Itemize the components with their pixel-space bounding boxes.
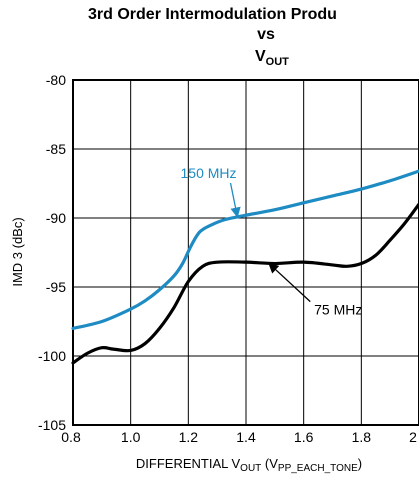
x-tick-label: 1.4 [236, 429, 256, 445]
chart-title-line3-sub: OUT [266, 56, 290, 68]
annotation-label-1: 75 MHz [314, 302, 362, 318]
plot-frame [72, 79, 419, 426]
x-tick-label: 0.8 [61, 429, 81, 445]
annotation-arrow-1 [268, 262, 311, 303]
x-axis-label-prefix: DIFFERENTIAL V [136, 456, 241, 471]
grid [72, 79, 419, 426]
x-axis-label-suffix: ) [358, 456, 362, 471]
series-line-1 [71, 202, 419, 365]
y-tick-labels: -80 -85 -90 -95 -100 -105 [38, 72, 66, 433]
y-tick-label: -105 [38, 417, 66, 433]
chart-title-line3: VOUT [255, 48, 289, 68]
y-tick-label: -85 [46, 141, 66, 157]
chart-title-line2: vs [257, 26, 275, 43]
y-axis-label: IMD 3 (dBc) [10, 217, 25, 286]
x-tick-label: 1.0 [121, 429, 141, 445]
x-axis-label-mid: (V [261, 456, 278, 471]
y-tick-label: -100 [38, 348, 66, 364]
chart-title-line1: 3rd Order Intermodulation Produ [88, 6, 337, 23]
annotation-label-0: 150 MHz [181, 165, 237, 181]
x-tick-label: 2 [409, 429, 417, 445]
annotation-layer: 150 MHz 75 MHz [181, 165, 363, 318]
y-tick-label: -80 [46, 72, 66, 88]
chart-title-line3-main: V [255, 48, 266, 65]
x-axis-label-sub1: OUT [240, 463, 261, 474]
x-tick-label: 1.6 [294, 429, 314, 445]
series-layer [71, 169, 419, 365]
x-tick-label: 1.8 [352, 429, 372, 445]
y-tick-label: -90 [46, 210, 66, 226]
x-tick-labels: 0.8 1.0 1.2 1.4 1.6 1.8 2 [61, 429, 417, 445]
series-line-0 [71, 169, 419, 330]
annotation-arrow-0 [229, 182, 241, 218]
x-axis-label-sub2: PP_EACH_TONE [278, 463, 358, 474]
x-tick-label: 1.2 [179, 429, 199, 445]
y-tick-label: -95 [46, 279, 66, 295]
x-axis-label: DIFFERENTIAL VOUT (VPP_EACH_TONE) [136, 456, 362, 474]
